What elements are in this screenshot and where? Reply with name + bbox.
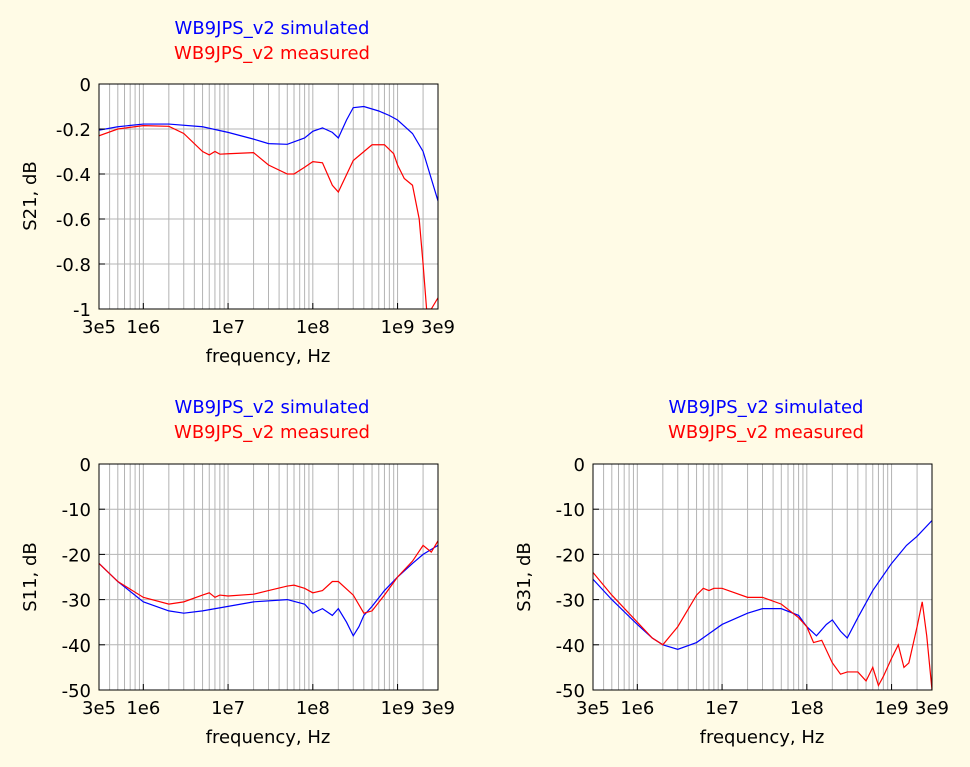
series-s21 <box>99 105 438 309</box>
x-tick-label: 3e9 <box>421 698 455 719</box>
s31-chart: WB9JPS_v2 simulated WB9JPS_v2 measured 3… <box>514 397 949 748</box>
series-s31 <box>593 520 932 690</box>
y-tick-label: 0 <box>80 75 91 96</box>
y-tick-label: -30 <box>556 591 585 612</box>
y-tick-label: -30 <box>62 591 91 612</box>
legend-simulated-s11: WB9JPS_v2 simulated <box>175 397 370 418</box>
ylabel-s21: S21, dB <box>20 161 41 231</box>
y-tick-label: -50 <box>556 681 585 702</box>
x-tick-label: 1e9 <box>875 698 909 719</box>
grid-s21 <box>99 84 438 309</box>
x-tick-label: 3e9 <box>421 317 455 338</box>
s21-chart: WB9JPS_v2 simulated WB9JPS_v2 measured 3… <box>20 18 455 367</box>
x-tick-label: 1e6 <box>126 698 160 719</box>
y-tick-label: -0.6 <box>56 210 91 231</box>
x-tick-label: 3e5 <box>576 698 610 719</box>
y-tick-label: -40 <box>62 636 91 657</box>
ylabel-s31: S31, dB <box>514 542 535 612</box>
y-tick-label: 0 <box>80 455 91 476</box>
s11-chart: WB9JPS_v2 simulated WB9JPS_v2 measured 3… <box>20 397 455 748</box>
legend-measured-s21: WB9JPS_v2 measured <box>174 43 370 64</box>
series-s11 <box>99 540 438 637</box>
xlabel-s21: frequency, Hz <box>206 346 331 367</box>
x-tick-label: 1e9 <box>381 698 415 719</box>
y-tick-label: -40 <box>556 636 585 657</box>
x-tick-label: 3e5 <box>82 698 116 719</box>
series-line-simulated <box>99 544 438 637</box>
x-tick-label: 1e7 <box>211 317 245 338</box>
legend-measured-s11: WB9JPS_v2 measured <box>174 422 370 443</box>
legend-simulated-s31: WB9JPS_v2 simulated <box>669 397 864 418</box>
plot-border <box>592 463 933 691</box>
series-line-measured <box>99 540 438 614</box>
x-tick-label: 3e9 <box>915 698 949 719</box>
xlabel-s31: frequency, Hz <box>700 727 825 748</box>
series-line-simulated <box>99 105 438 202</box>
ticks-s21: 3e5 1e6 1e7 1e8 1e9 3e9 0 -0.2 -0.4 -0.6 -0.8 -1 <box>56 75 455 338</box>
y-tick-label: -10 <box>556 500 585 521</box>
x-tick-label: 1e8 <box>296 698 330 719</box>
x-tick-label: 1e8 <box>296 317 330 338</box>
ticks-s31: 3e5 1e6 1e7 1e8 1e9 3e9 0 -10 -20 -30 -40 -50 <box>556 455 949 719</box>
legend-measured-s31: WB9JPS_v2 measured <box>668 422 864 443</box>
y-tick-label: -0.2 <box>56 120 91 141</box>
x-tick-label: 1e6 <box>620 698 654 719</box>
y-tick-label: -0.4 <box>56 165 91 186</box>
x-tick-label: 1e7 <box>705 698 739 719</box>
y-tick-label: -20 <box>556 545 585 566</box>
series-line-measured <box>99 125 438 309</box>
x-tick-label: 3e5 <box>82 317 116 338</box>
y-tick-label: -20 <box>62 545 91 566</box>
y-tick-label: -0.8 <box>56 255 91 276</box>
plot-border <box>98 463 439 691</box>
ylabel-s11: S11, dB <box>20 542 41 612</box>
grid-s31 <box>593 464 932 690</box>
xlabel-s11: frequency, Hz <box>206 727 331 748</box>
plot-border <box>98 83 439 310</box>
x-tick-label: 1e8 <box>790 698 824 719</box>
y-tick-label: -10 <box>62 500 91 521</box>
x-tick-label: 1e7 <box>211 698 245 719</box>
x-tick-label: 1e6 <box>126 317 160 338</box>
ticks-s11: 3e5 1e6 1e7 1e8 1e9 3e9 0 -10 -20 -30 -40 -50 <box>62 455 455 719</box>
series-line-measured <box>593 572 932 690</box>
legend-simulated-s21: WB9JPS_v2 simulated <box>175 18 370 39</box>
y-tick-label: -50 <box>62 681 91 702</box>
x-tick-label: 1e9 <box>381 317 415 338</box>
y-tick-label: -1 <box>73 300 91 321</box>
y-tick-label: 0 <box>574 455 585 476</box>
